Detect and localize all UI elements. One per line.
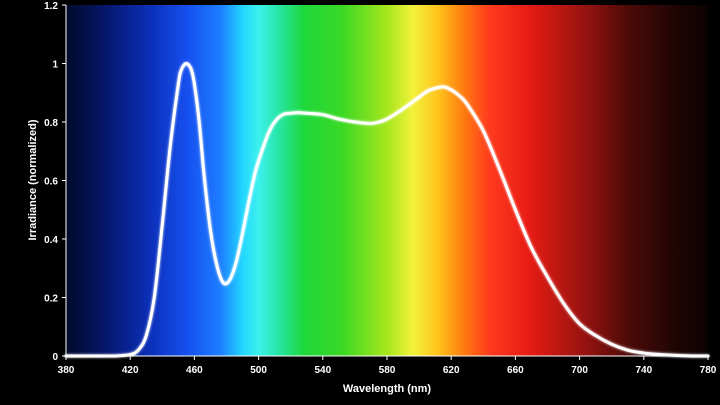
x-tick-label: 780 [700,365,717,376]
y-axis-title: Irradiance (normalized) [27,119,39,240]
plot-background [66,5,708,356]
y-tick-label: 0.6 [44,177,58,188]
x-tick-label: 660 [507,365,524,376]
x-tick-label: 580 [379,365,396,376]
y-tick-label: 0 [52,352,58,363]
series-layer [64,62,710,358]
y-tick-label: 0.4 [44,235,58,246]
x-axis-title: Wavelength (nm) [343,383,432,395]
x-tick-label: 500 [250,365,267,376]
x-tick-label: 380 [58,365,75,376]
x-tick-label: 540 [314,365,331,376]
spectrum-series-line [64,62,710,358]
x-tick-label: 420 [122,365,139,376]
x-tick-label: 700 [571,365,588,376]
y-axis-ticks: 0 0.2 0.4 0.6 0.8 1 1.2 [44,1,66,363]
x-axis-ticks: 380 420 460 500 540 580 620 660 700 740 780 [58,356,717,376]
y-tick-label: 1 [52,60,58,71]
y-tick-label: 1.2 [44,1,58,12]
x-tick-label: 620 [443,365,460,376]
x-tick-label: 460 [186,365,203,376]
y-tick-label: 0.2 [44,294,58,305]
y-tick-label: 0.8 [44,118,58,129]
x-tick-label: 740 [635,365,652,376]
